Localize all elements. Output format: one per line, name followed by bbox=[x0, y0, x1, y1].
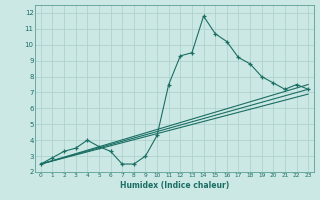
X-axis label: Humidex (Indice chaleur): Humidex (Indice chaleur) bbox=[120, 181, 229, 190]
